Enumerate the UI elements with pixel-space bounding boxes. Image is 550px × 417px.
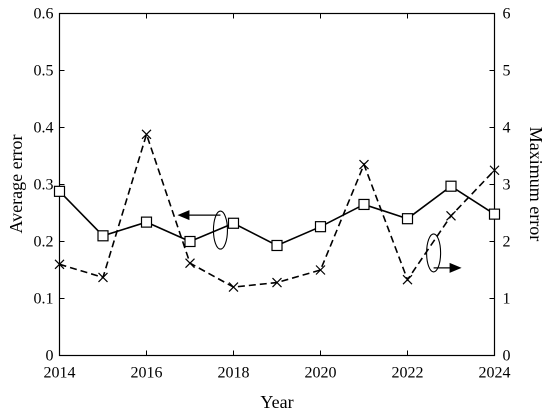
x-tick-label: 2018	[218, 365, 250, 382]
y-left-tick-label: 0.6	[34, 6, 54, 23]
y-right-tick-label: 4	[503, 120, 511, 137]
x-marker	[489, 165, 500, 176]
square-marker	[401, 213, 414, 225]
y-right-tick-label: 3	[503, 177, 511, 194]
series-line-2	[59, 131, 496, 288]
y-left-tick-label: 0.5	[34, 63, 54, 80]
square-marker	[227, 217, 240, 229]
square-marker	[358, 198, 370, 211]
x-marker	[402, 274, 413, 285]
y-right-tick-label: 6	[503, 6, 511, 23]
x-marker	[54, 259, 65, 270]
y-axis-label-left: Average error	[6, 134, 26, 233]
arrow-left-icon	[177, 210, 190, 221]
x-marker	[272, 277, 282, 288]
square-marker	[140, 216, 153, 228]
y-left-tick-label: 0.1	[34, 291, 54, 308]
annotation-layer	[177, 210, 462, 273]
x-tick-label: 2022	[392, 365, 424, 382]
x-axis-label: Year	[260, 392, 293, 412]
y-right-tick-label: 0	[503, 348, 511, 365]
y-left-tick-label: 0.4	[34, 120, 54, 137]
x-tick-label: 2014	[44, 365, 76, 382]
square-marker	[184, 235, 196, 248]
plot-frame	[58, 12, 496, 357]
x-tick-label: 2024	[479, 365, 511, 382]
square-marker	[314, 221, 327, 233]
square-marker	[488, 208, 501, 220]
x-marker	[185, 258, 195, 269]
arrow-right-icon	[449, 262, 462, 273]
x-tick-label: 2016	[131, 365, 163, 382]
y-left-tick-label: 0.3	[34, 177, 54, 194]
y-right-tick-label: 5	[503, 63, 511, 80]
x-marker	[141, 129, 152, 140]
square-marker	[271, 239, 283, 252]
square-marker	[53, 185, 66, 197]
x-tick-label: 2020	[305, 365, 337, 382]
y-right-tick-label: 2	[503, 234, 511, 251]
tick-marks	[59, 13, 495, 356]
y-axis-label-right: Maximum error	[526, 127, 546, 241]
x-marker	[98, 272, 108, 283]
square-marker	[97, 230, 109, 242]
y-right-tick-label: 1	[503, 291, 511, 308]
y-left-tick-label: 0.2	[34, 234, 54, 251]
x-marker	[446, 210, 456, 221]
axis-indicator-ellipse	[212, 210, 228, 250]
series-line-1	[58, 185, 495, 247]
x-marker	[228, 282, 239, 293]
series-layer	[53, 129, 501, 293]
y-left-tick-label: 0	[46, 348, 54, 365]
x-marker	[359, 159, 369, 170]
x-marker	[315, 265, 326, 275]
tick-labels: 2014 2016 2018 2020 2022 202400.10.20.30.40.5…	[34, 6, 511, 382]
axis-indicator-ellipse	[426, 233, 442, 273]
square-marker	[445, 180, 457, 192]
